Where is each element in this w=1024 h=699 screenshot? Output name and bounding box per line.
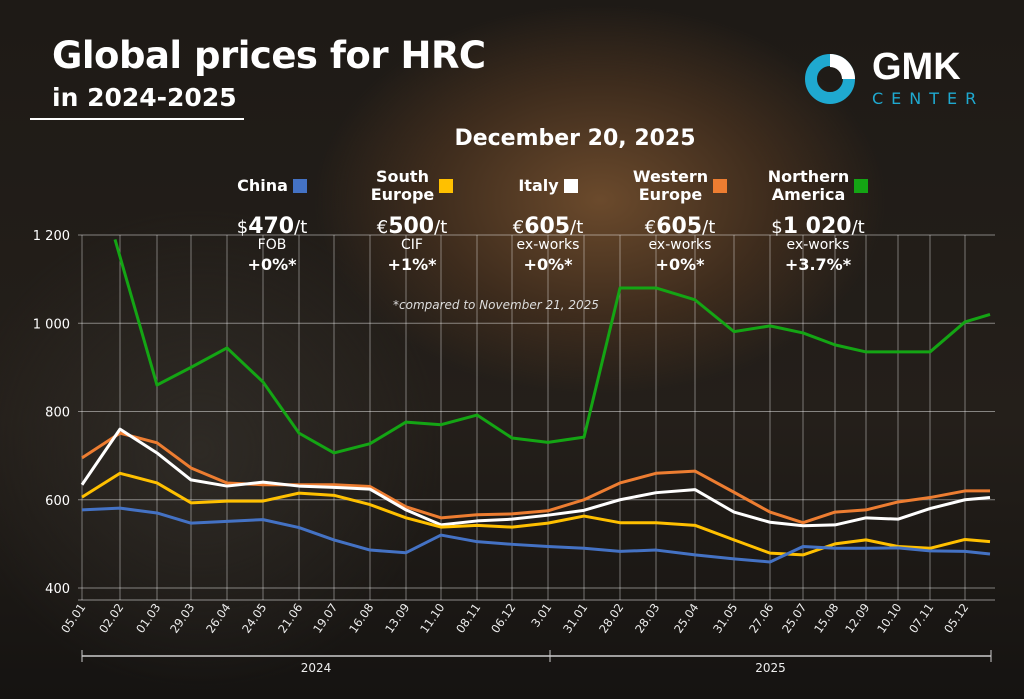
series-line-italy	[80, 427, 991, 528]
x-tick-label: 13.09	[382, 601, 412, 636]
x-tick-label: 19.07	[310, 601, 340, 636]
series-line-northern-america	[113, 238, 991, 455]
legend-item: Italy €605/t ex-works +0%*	[473, 164, 623, 275]
legend-item: South Europe €500/t CIF +1%*	[337, 164, 487, 274]
report-date: December 20, 2025	[454, 126, 696, 151]
price: $1 020/t	[771, 214, 865, 239]
legend-label: Northern America	[767, 167, 850, 204]
price-basis: ex-works	[786, 237, 850, 253]
x-tick-label: 12.09	[842, 601, 872, 636]
price-change: +0%*	[523, 255, 573, 274]
legend-swatch	[713, 179, 728, 193]
x-tick-label: 29.03	[167, 601, 197, 636]
title-underline	[30, 118, 244, 120]
x-tick-label: 25.07	[779, 601, 809, 636]
x-tick-label: 16.08	[346, 601, 376, 636]
x-tick-label: 26.04	[203, 601, 233, 636]
price: $470/t	[236, 214, 308, 239]
legend-item: Northern America $1 020/t ex-works +3.7%*	[743, 164, 893, 274]
price-basis: ex-works	[648, 237, 712, 253]
legend-label: Western Europe	[632, 167, 709, 204]
price-change: +1%*	[387, 255, 437, 274]
y-tick-label: 1 200	[33, 229, 70, 244]
x-tick-label: 28.02	[596, 601, 626, 636]
x-tick-label: 3.01	[528, 601, 554, 630]
series-line-south-europe	[81, 471, 991, 557]
legend-item: Western Europe €605/t ex-works +0%*	[605, 164, 755, 274]
series-line-china	[81, 506, 991, 564]
legend-swatch	[563, 179, 578, 193]
legend-swatch	[292, 179, 307, 193]
series-line-western-europe	[81, 431, 990, 525]
chart-subtitle: in 2024-2025	[52, 83, 237, 112]
comparison-note: *compared to November 21, 2025	[393, 298, 599, 312]
x-tick-label: 05.12	[941, 601, 971, 636]
logo-subtext: CENTER	[872, 89, 985, 108]
logo-text: GMK	[872, 46, 961, 88]
x-tick-label: 01.03	[133, 601, 163, 636]
chart-title: Global prices for HRC	[52, 34, 486, 77]
price: €605/t	[644, 214, 716, 239]
x-tick-label: 11.10	[417, 601, 447, 636]
x-tick-label: 15.08	[811, 601, 841, 636]
x-tick-label: 05.01	[58, 601, 88, 636]
legend-item: China $470/t FOB +0%*	[197, 164, 347, 275]
y-tick-label: 600	[45, 494, 70, 509]
x-tick-label: 10.10	[874, 601, 904, 636]
x-tick-label: 27.06	[746, 601, 776, 636]
year-label: 2024	[301, 661, 332, 675]
x-tick-label: 28.03	[632, 601, 662, 636]
gmk-logo-icon	[805, 54, 855, 104]
x-tick-label: 24.05	[239, 601, 269, 636]
legend-label: South Europe	[370, 167, 435, 204]
price: €605/t	[512, 214, 584, 239]
x-tick-label: 02.02	[96, 601, 126, 636]
x-tick-label: 08.11	[453, 601, 483, 636]
price: €500/t	[376, 214, 448, 239]
x-tick-label: 31.05	[710, 601, 740, 636]
y-tick-label: 800	[45, 406, 70, 421]
price-change: +3.7%*	[784, 255, 852, 274]
x-tick-label: 07.11	[906, 601, 936, 636]
x-tick-label: 06.12	[488, 601, 518, 636]
x-tick-label: 31.01	[560, 601, 590, 636]
y-tick-label: 1 000	[33, 317, 70, 332]
y-tick-label: 400	[45, 582, 70, 597]
price-basis: ex-works	[516, 237, 580, 253]
price-basis: FOB	[257, 237, 287, 253]
price-change: +0%*	[655, 255, 705, 274]
year-label: 2025	[755, 661, 786, 675]
x-tick-label: 25.04	[671, 601, 701, 636]
legend-swatch	[854, 179, 869, 193]
price-basis: CIF	[401, 237, 423, 253]
legend-label: Italy	[518, 176, 559, 195]
legend-swatch	[439, 179, 454, 193]
price-change: +0%*	[247, 255, 297, 274]
legend-label: China	[237, 176, 288, 195]
x-tick-label: 21.06	[275, 601, 305, 636]
